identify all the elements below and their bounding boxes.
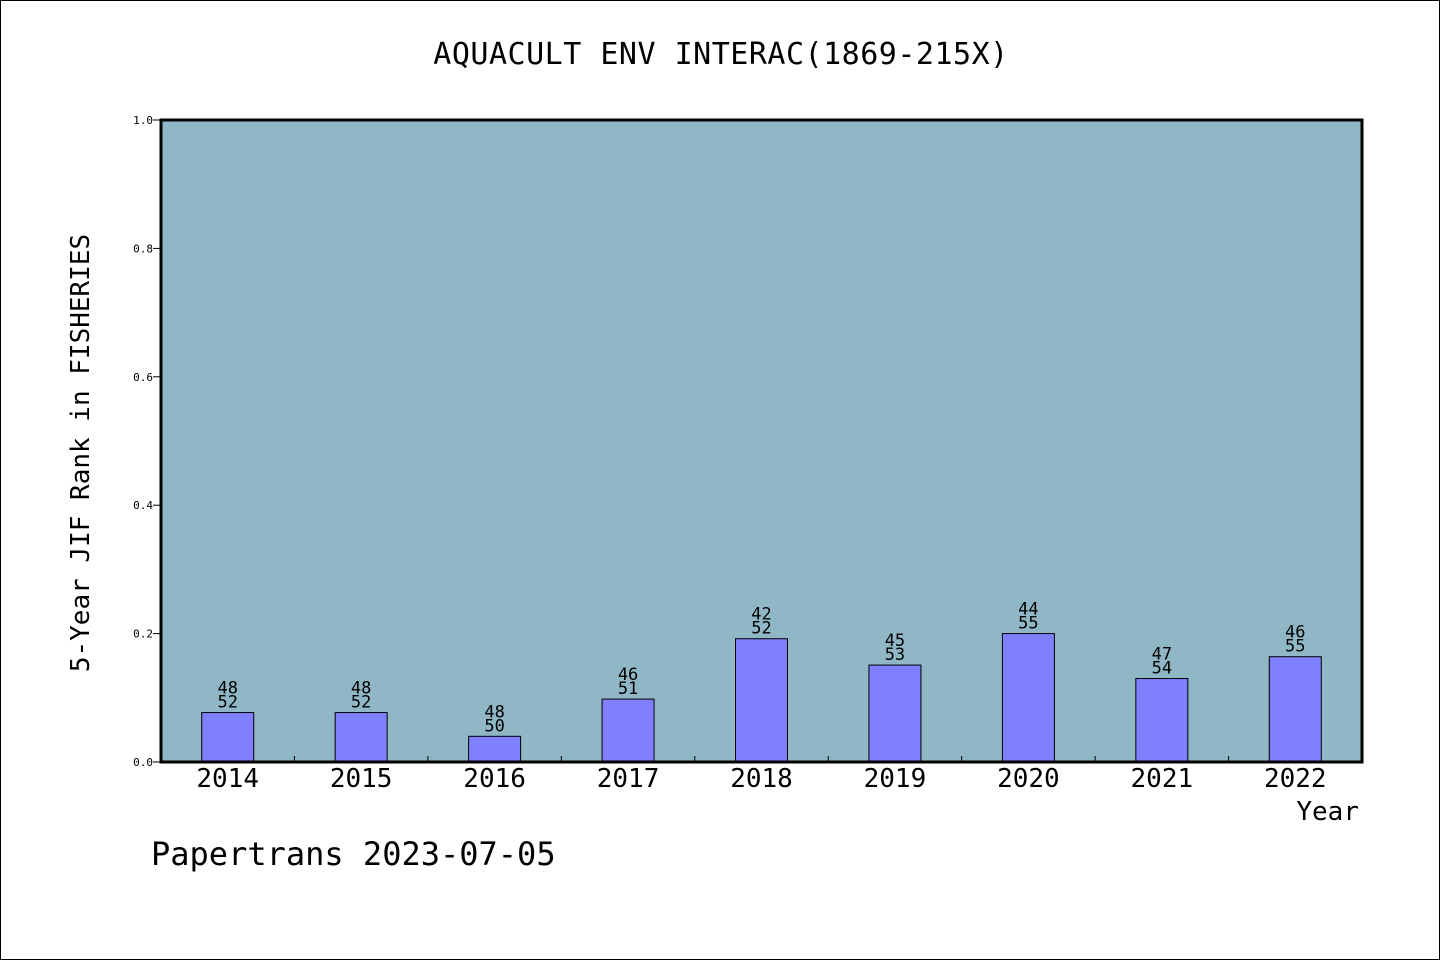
bar-label-rank: 48 [217,679,237,699]
y-tick-label: 0.6 [133,371,153,384]
bar-label-rank: 48 [351,679,371,699]
bar-label-rank: 46 [618,665,638,685]
bar-2020 [1001,633,1055,763]
bar-label-total: 54 [1152,659,1172,679]
bar-2021 [1135,678,1189,763]
x-tick-label: 2015 [330,764,393,794]
bar-2015 [334,712,388,763]
x-tick-label: 2014 [196,764,259,794]
bar-label-rank: 48 [484,702,504,722]
y-tick-label: 0.0 [133,756,153,769]
bar-label-total: 52 [351,693,371,713]
x-tick-label: 2019 [864,764,927,794]
bar-2022 [1268,656,1322,763]
bar-2014 [201,712,255,763]
x-tick-label: 2017 [597,764,660,794]
bar-label-total: 52 [217,693,237,713]
y-axis: 0.0 0.2 0.4 0.6 0.8 1.0 [133,114,161,769]
bar-2017 [601,698,655,763]
bar-label-rank: 44 [1018,600,1038,620]
bar-label-rank: 46 [1285,623,1305,643]
bar-2016 [468,735,522,763]
y-tick-label: 0.8 [133,242,153,255]
bar-label-total: 50 [484,716,504,736]
bar-label-total: 53 [885,645,905,665]
footer-note: Papertrans 2023-07-05 [151,835,556,873]
y-tick-label: 0.4 [133,499,153,512]
bar-label-total: 52 [751,619,771,639]
x-tick-label: 2016 [463,764,526,794]
x-axis-label: Year [1296,797,1359,827]
bar-label-total: 55 [1018,614,1038,634]
bar-label-rank: 45 [885,631,905,651]
x-axis: 2014 2015 2016 2017 2018 2019 2020 2021 2022 [196,756,1327,794]
y-tick-label: 1.0 [133,114,153,127]
x-tick-label: 2018 [730,764,793,794]
y-tick-label: 0.2 [133,628,153,641]
bar-label-total: 55 [1285,637,1305,657]
x-tick-label: 2022 [1264,764,1327,794]
bar-label-rank: 42 [751,605,771,625]
bar-2019 [868,664,922,763]
x-tick-label: 2021 [1131,764,1194,794]
chart-title: AQUACULT ENV INTERAC(1869-215X) [433,37,1009,72]
bar-label-total: 51 [618,679,638,699]
x-tick-label: 2020 [997,764,1060,794]
bar-label-rank: 47 [1152,645,1172,665]
bar-2018 [735,638,788,763]
plot-border [159,118,1364,764]
